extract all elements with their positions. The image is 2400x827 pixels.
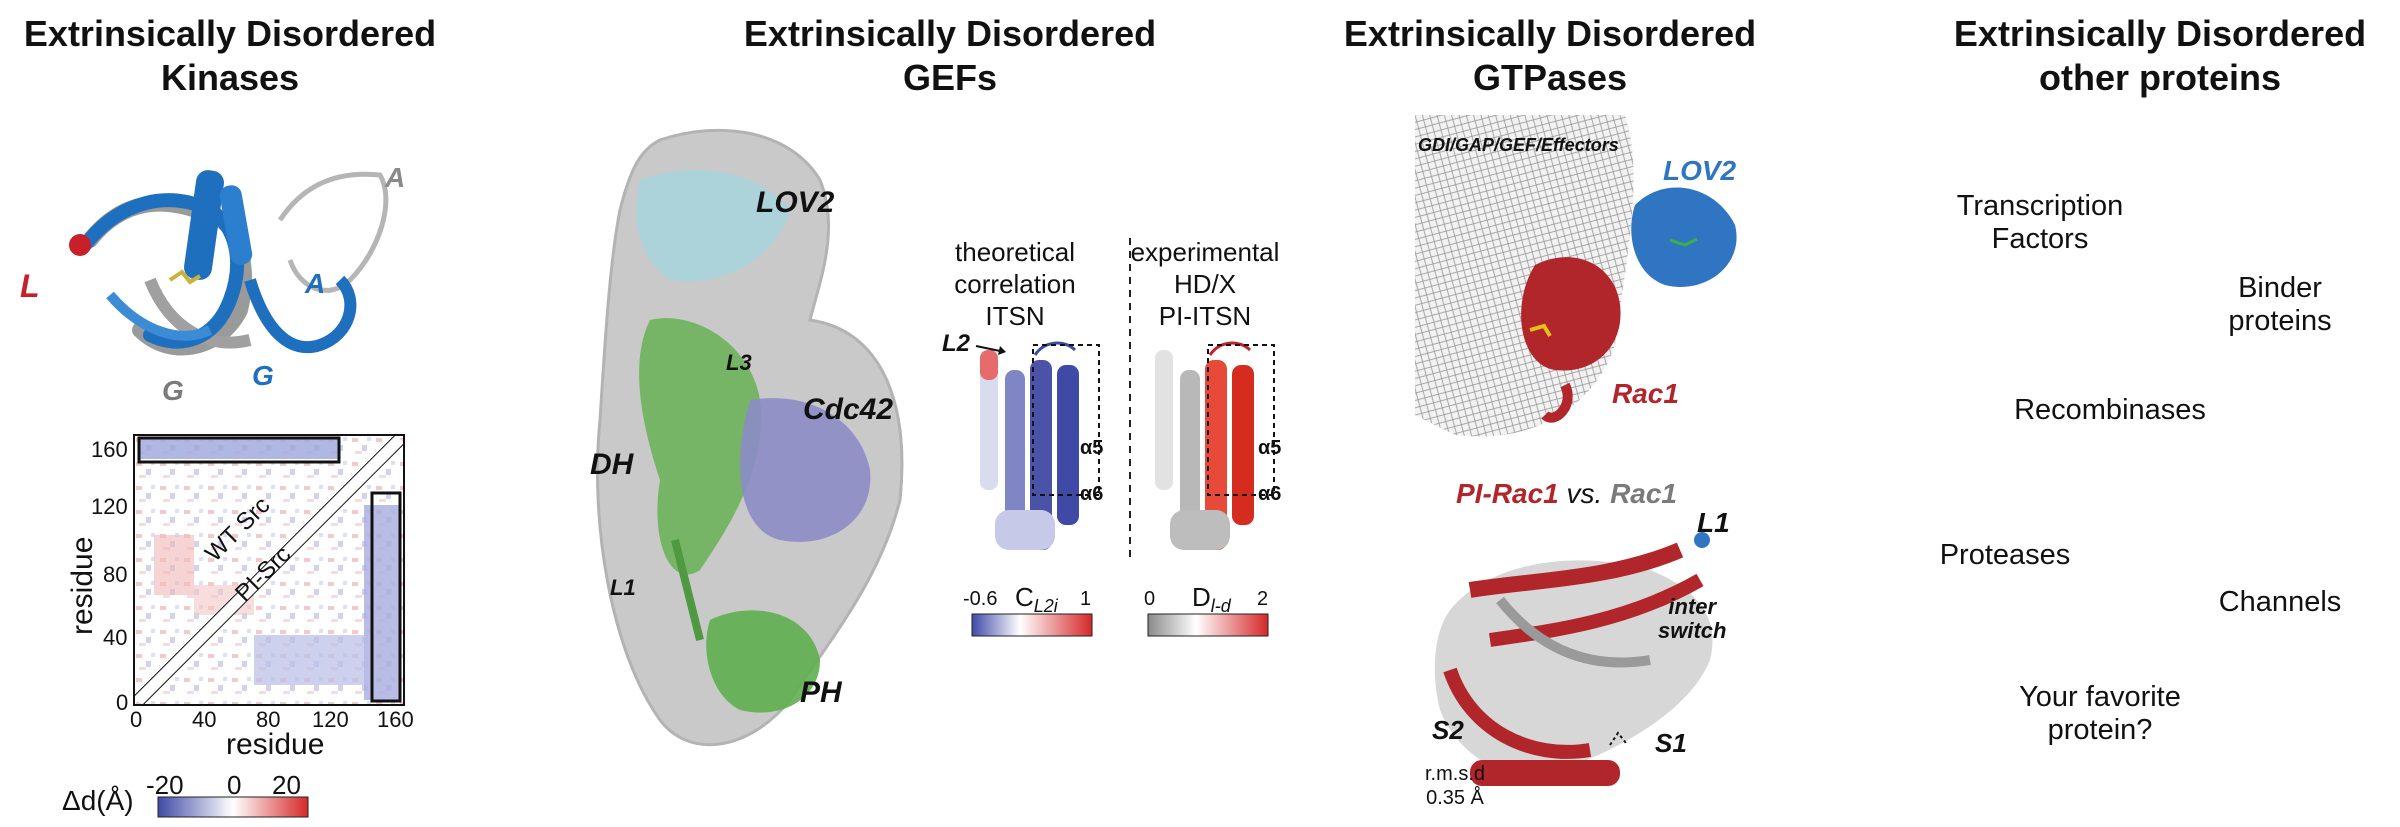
gef-label-dh: DH (590, 448, 634, 481)
theoretical-alpha5: α5 (1080, 437, 1104, 459)
gtpase-lov2-label: LOV2 (1663, 155, 1737, 186)
matrix-x-tick-0: 0 (130, 707, 143, 732)
gefs-title: Extrinsically Disordered GEFs (743, 13, 1157, 98)
kinase-label-A-grey: A (385, 162, 406, 193)
experimental-heading: experimental HD/X PI-ITSN (1130, 237, 1280, 331)
l2-arrow (975, 345, 1006, 355)
kinase-label-G-blue: G (252, 360, 274, 391)
cb1-label-main: C (1015, 582, 1034, 612)
inter-switch-label: inter switch (1658, 594, 1727, 643)
matrix-ylabel: residue (66, 536, 99, 635)
kinase-label-A-blue: A (305, 268, 326, 299)
gef-divider (1129, 238, 1131, 558)
kinase-colorbar (157, 796, 309, 818)
pi-rac1-vs-rac1: PI-Rac1 vs. Rac1 (1456, 478, 1677, 510)
compare-a: PI-Rac1 (1456, 478, 1559, 509)
matrix-x-tick-80: 80 (256, 707, 281, 732)
cb1-colorbar (971, 613, 1093, 637)
matrix-x-tick-40: 40 (192, 707, 217, 732)
kinase-colorbar-label: Δd(Å) (62, 785, 134, 816)
kinase-structure (69, 170, 389, 356)
theoretical-heading: theoretical correlation ITSN (954, 237, 1076, 331)
other-binder-proteins: Binder proteins (2228, 272, 2332, 337)
compare-vs: vs. (1566, 478, 1603, 509)
cb2-colorbar (1147, 613, 1269, 637)
rac1-label-l1: L1 (1697, 507, 1730, 538)
gtpase-partners-label: GDI/GAP/GEF/Effectors (1418, 135, 1619, 155)
gef-label-ph: PH (800, 676, 842, 709)
cb2-min: 0 (1144, 588, 1156, 610)
gtpases-title: Extrinsically Disordered GTPases (1343, 13, 1757, 98)
rac1-label-s2: S2 (1432, 715, 1464, 745)
compare-b: Rac1 (1610, 478, 1677, 509)
gef-surface-structure (596, 128, 904, 747)
gef-label-cdc42: Cdc42 (803, 393, 894, 426)
cb1-max: 1 (1080, 588, 1092, 610)
other-proteases: Proteases (1939, 539, 2071, 571)
matrix-x-tick-120: 120 (312, 707, 349, 732)
rmsd-label: r.m.s.d 0.35 Å (1424, 763, 1485, 809)
other-proteins-title: Extrinsically Disordered other proteins (1953, 13, 2367, 98)
kinase-colorbar-tick-min: -20 (146, 770, 184, 800)
matrix-y-tick-0: 0 (116, 690, 129, 715)
cb2-max: 2 (1257, 588, 1269, 610)
kinase-colorbar-tick-mid: 0 (227, 770, 242, 800)
gef-label-l3: L3 (726, 350, 752, 375)
kinase-label-L: L (20, 268, 40, 304)
matrix-x-tick-160: 160 (377, 707, 414, 732)
other-your-favorite-protein: Your favorite protein? (2019, 681, 2181, 746)
cb2-label-sub: l-d (1210, 596, 1231, 617)
itsn-experimental-structure (1155, 341, 1275, 550)
gef-label-l1: L1 (610, 575, 636, 600)
matrix-y-tick-80: 80 (103, 562, 128, 587)
experimental-alpha5: α5 (1258, 437, 1282, 459)
rac1-overlay-structure (1434, 532, 1713, 786)
itsn-theoretical-structure (980, 341, 1100, 550)
other-channels: Channels (2218, 586, 2342, 618)
cb1-label-sub: L2i (1033, 596, 1058, 617)
kinase-colorbar-tick-max: 20 (272, 770, 301, 800)
l2-label: L2 (942, 330, 971, 357)
other-transcription-factors: Transcription Factors (1956, 190, 2124, 255)
gtpase-rac1-label: Rac1 (1612, 378, 1679, 409)
matrix-y-tick-120: 120 (91, 494, 128, 519)
other-recombinases: Recombinases (2014, 394, 2206, 426)
cb1-label: CL2i (1015, 582, 1058, 617)
cb2-label: Dl-d (1192, 582, 1231, 617)
cb2-label-main: D (1192, 582, 1211, 612)
matrix-y-tick-40: 40 (103, 625, 128, 650)
kinases-title: Extrinsically Disordered Kinases (23, 13, 437, 98)
kinase-label-G-grey: G (162, 375, 184, 406)
theoretical-alpha6: α6 (1080, 483, 1104, 505)
matrix-y-tick-160: 160 (91, 437, 128, 462)
matrix-xlabel: residue (226, 728, 325, 761)
distance-difference-matrix (133, 434, 405, 706)
gef-label-lov2: LOV2 (756, 186, 835, 219)
rac1-label-s1: S1 (1655, 728, 1687, 758)
experimental-alpha6: α6 (1258, 483, 1282, 505)
cb1-min: -0.6 (963, 588, 998, 610)
gtpase-complex-structure (1415, 115, 1737, 437)
